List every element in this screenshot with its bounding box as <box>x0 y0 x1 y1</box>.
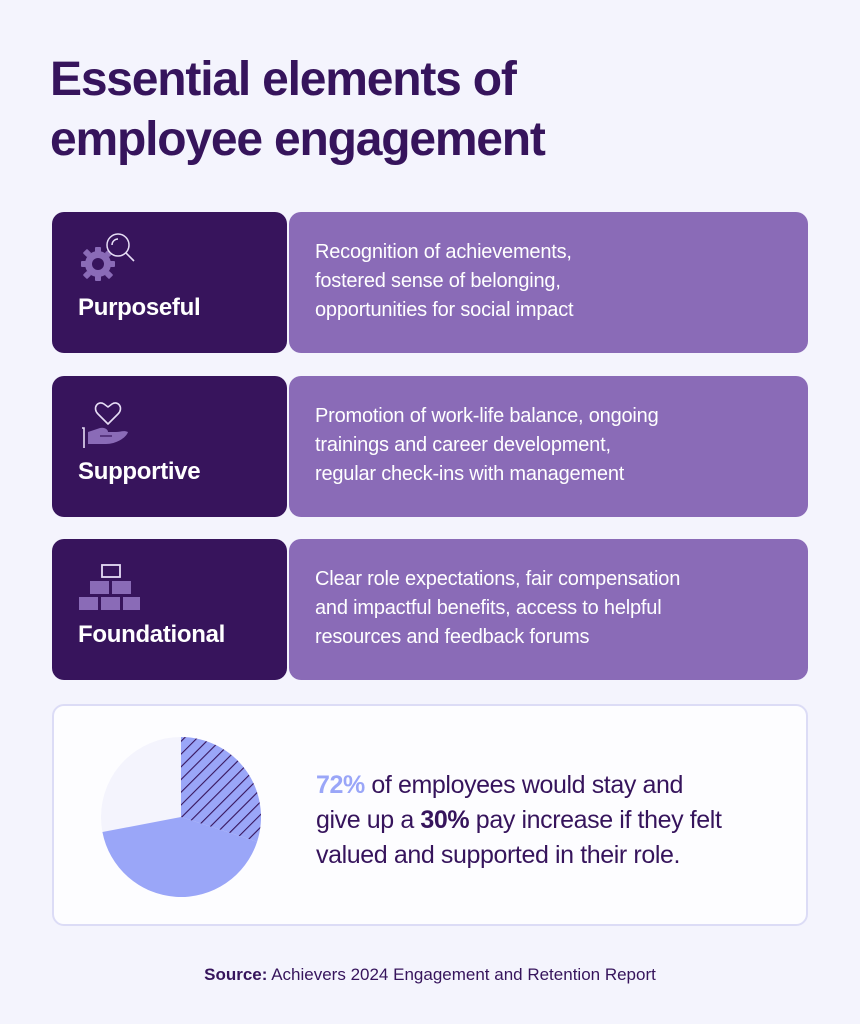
source-citation: Source: Achievers 2024 Engagement and Re… <box>0 965 860 985</box>
label-box: Purposeful <box>52 212 287 353</box>
stat-bold: 30% <box>420 806 470 834</box>
label-box: Foundational <box>52 539 287 680</box>
stat-line-3: valued and supported in their role. <box>316 841 681 869</box>
gear-magnifier-icon <box>81 233 135 281</box>
description-line: Recognition of achievements, <box>315 241 572 263</box>
description-line: regular check-ins with management <box>315 463 625 485</box>
description-line: Promotion of work-life balance, ongoing <box>315 405 659 427</box>
description-line: opportunities for social impact <box>315 299 574 321</box>
description-line: Clear role expectations, fair compensati… <box>315 568 681 590</box>
description-box: Clear role expectations, fair compensati… <box>289 539 808 680</box>
element-label: Foundational <box>78 621 226 648</box>
source-label: Source: <box>204 965 268 984</box>
element-label: Purposeful <box>78 294 201 321</box>
description-line: and impactful benefits, access to helpfu… <box>315 597 662 619</box>
element-row-supportive: Supportive Promotion of work-life balanc… <box>52 376 808 517</box>
description-box: Recognition of achievements, fostered se… <box>289 212 808 353</box>
stat-text-part: pay increase if they felt <box>469 806 722 834</box>
stat-text-part: of employees would stay and <box>364 771 684 799</box>
stat-line-2: give up a 30% pay increase if they felt <box>316 803 776 838</box>
label-box: Supportive <box>52 376 287 517</box>
stat-line-1: 72% of employees would stay and <box>316 768 776 803</box>
page-title: Essential elements of employee engagemen… <box>50 50 750 170</box>
statistic-text: 72% of employees would stay and give up … <box>316 768 776 873</box>
element-description: Recognition of achievements, fostered se… <box>315 238 775 325</box>
description-line: resources and feedback forums <box>315 626 590 648</box>
element-description: Promotion of work-life balance, ongoing … <box>315 402 775 489</box>
description-line: fostered sense of belonging, <box>315 270 561 292</box>
stat-highlight: 72% <box>316 771 365 799</box>
element-description: Clear role expectations, fair compensati… <box>315 565 775 652</box>
statistic-card: 72% of employees would stay and give up … <box>52 704 808 926</box>
description-line: trainings and career development, <box>315 434 611 456</box>
title-line-1: Essential elements of <box>50 53 517 106</box>
title-line-2: employee engagement <box>50 113 546 166</box>
source-text: Achievers 2024 Engagement and Retention … <box>267 965 656 984</box>
element-row-purposeful: Purposeful Recognition of achievements, … <box>52 212 808 353</box>
pie-slice-solid <box>102 817 258 897</box>
building-blocks-icon <box>79 564 140 610</box>
stat-text-part: give up a <box>316 806 421 834</box>
element-label: Supportive <box>78 458 201 485</box>
element-row-foundational: Foundational Clear role expectations, fa… <box>52 539 808 680</box>
heart-hand-icon <box>82 402 128 448</box>
pie-chart <box>101 737 261 897</box>
pie-slice-hatched <box>181 737 261 842</box>
description-box: Promotion of work-life balance, ongoing … <box>289 376 808 517</box>
